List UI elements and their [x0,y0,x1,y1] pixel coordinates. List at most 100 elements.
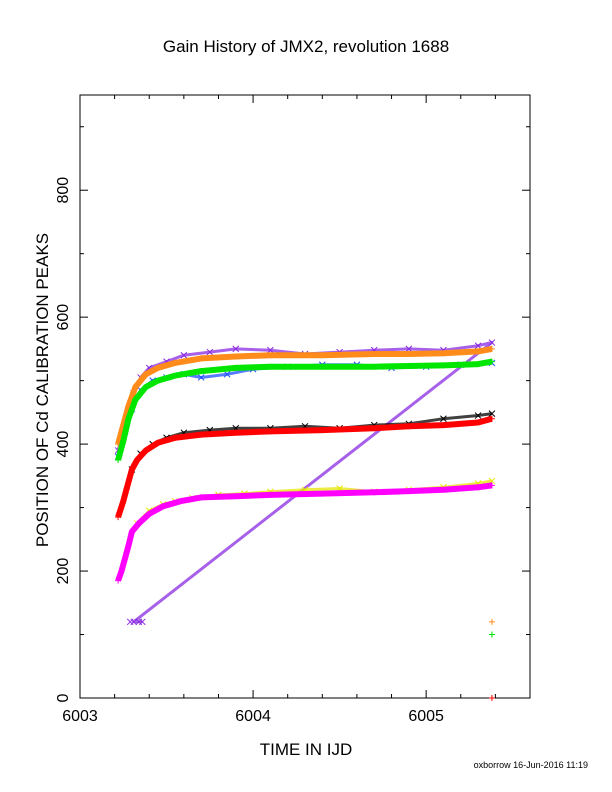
data-point [172,359,179,366]
data-point [206,348,214,356]
data-point [154,439,161,446]
data-point [135,520,142,527]
data-point [142,371,149,378]
data-point [115,456,122,463]
data-point [198,368,205,375]
data-point [138,618,146,626]
data-point [198,431,205,438]
y-tick-label: 400 [55,431,72,458]
data-point [232,364,239,371]
x-tick-label: 6003 [62,708,98,725]
plot-frame [79,94,531,699]
data-point [172,434,179,441]
data-point [488,345,495,352]
data-point [474,342,482,350]
data-point [405,350,412,357]
data-point [172,372,179,379]
data-point [488,482,495,489]
data-point [371,425,378,432]
data-point [319,352,326,359]
data-marks [114,339,496,701]
data-point [154,377,161,384]
series-trace [115,482,493,582]
x-axis-label: TIME IN IJD [260,740,353,759]
data-point [128,528,135,535]
data-point [146,510,153,517]
data-point [232,429,239,436]
x-tick-label: 6005 [408,708,444,725]
data-point [475,484,482,491]
series-trace [115,345,493,445]
chart-title: Gain History of JMX2, revolution 1688 [163,37,449,56]
data-point [440,415,447,423]
data-point [475,361,482,368]
data-point [132,396,139,403]
data-point [120,498,127,505]
data-point [125,415,132,422]
data-point [488,618,495,625]
data-point [488,695,495,701]
data-point [232,493,239,500]
data-point [319,427,326,434]
data-point [488,358,495,365]
data-point [120,437,127,444]
y-tick-label: 200 [55,558,72,585]
data-point [371,350,378,357]
data-point [475,348,482,355]
data-point [180,351,188,359]
data-point [405,488,412,495]
data-point [125,542,132,549]
data-point [488,410,496,417]
data-point [405,363,412,370]
y-tick-label: 0 [55,693,72,702]
data-point [232,345,240,353]
series-trace [116,341,494,624]
data-point [371,363,378,370]
data-point [267,363,274,370]
data-point [440,486,447,493]
data-point [440,422,447,429]
data-point [142,383,149,390]
data-point [440,350,447,357]
y-tick-label: 800 [55,177,72,204]
data-point [474,412,482,419]
data-point [115,514,122,521]
data-point [267,346,274,354]
data-point [488,631,495,638]
data-point [132,383,139,390]
data-point [142,447,149,454]
data-point [405,345,413,353]
y-tick-label: 600 [55,304,72,331]
data-point [267,352,274,359]
data-point [198,494,205,501]
data-point [198,355,205,362]
data-point [134,456,141,463]
data-point [123,485,130,492]
axis-ticks: 6003 6004 6005 0 200 400 600 800 [55,95,531,725]
data-point [319,490,326,497]
footer-credit: oxborrow 16-Jun-2016 11:19 [474,760,588,770]
data-point [128,466,135,473]
data-point [177,498,184,505]
y-axis-label: POSITION OF Cd CALIBRATION PEAKS [33,233,52,547]
data-point [267,491,274,498]
data-point [154,364,161,371]
data-point [440,362,447,369]
data-point [319,363,326,370]
data-point [405,423,412,430]
series-trace [130,412,493,471]
data-point [130,618,138,626]
data-point [197,374,205,381]
data-point [118,568,125,575]
data-point [267,428,274,435]
series-trace [115,358,493,461]
x-tick-label: 6004 [235,708,271,725]
data-point [488,339,496,346]
data-point [232,353,239,360]
data-point [122,555,128,562]
data-point [115,577,122,584]
data-point [160,503,167,510]
data-point [488,415,495,422]
data-point [475,419,482,426]
